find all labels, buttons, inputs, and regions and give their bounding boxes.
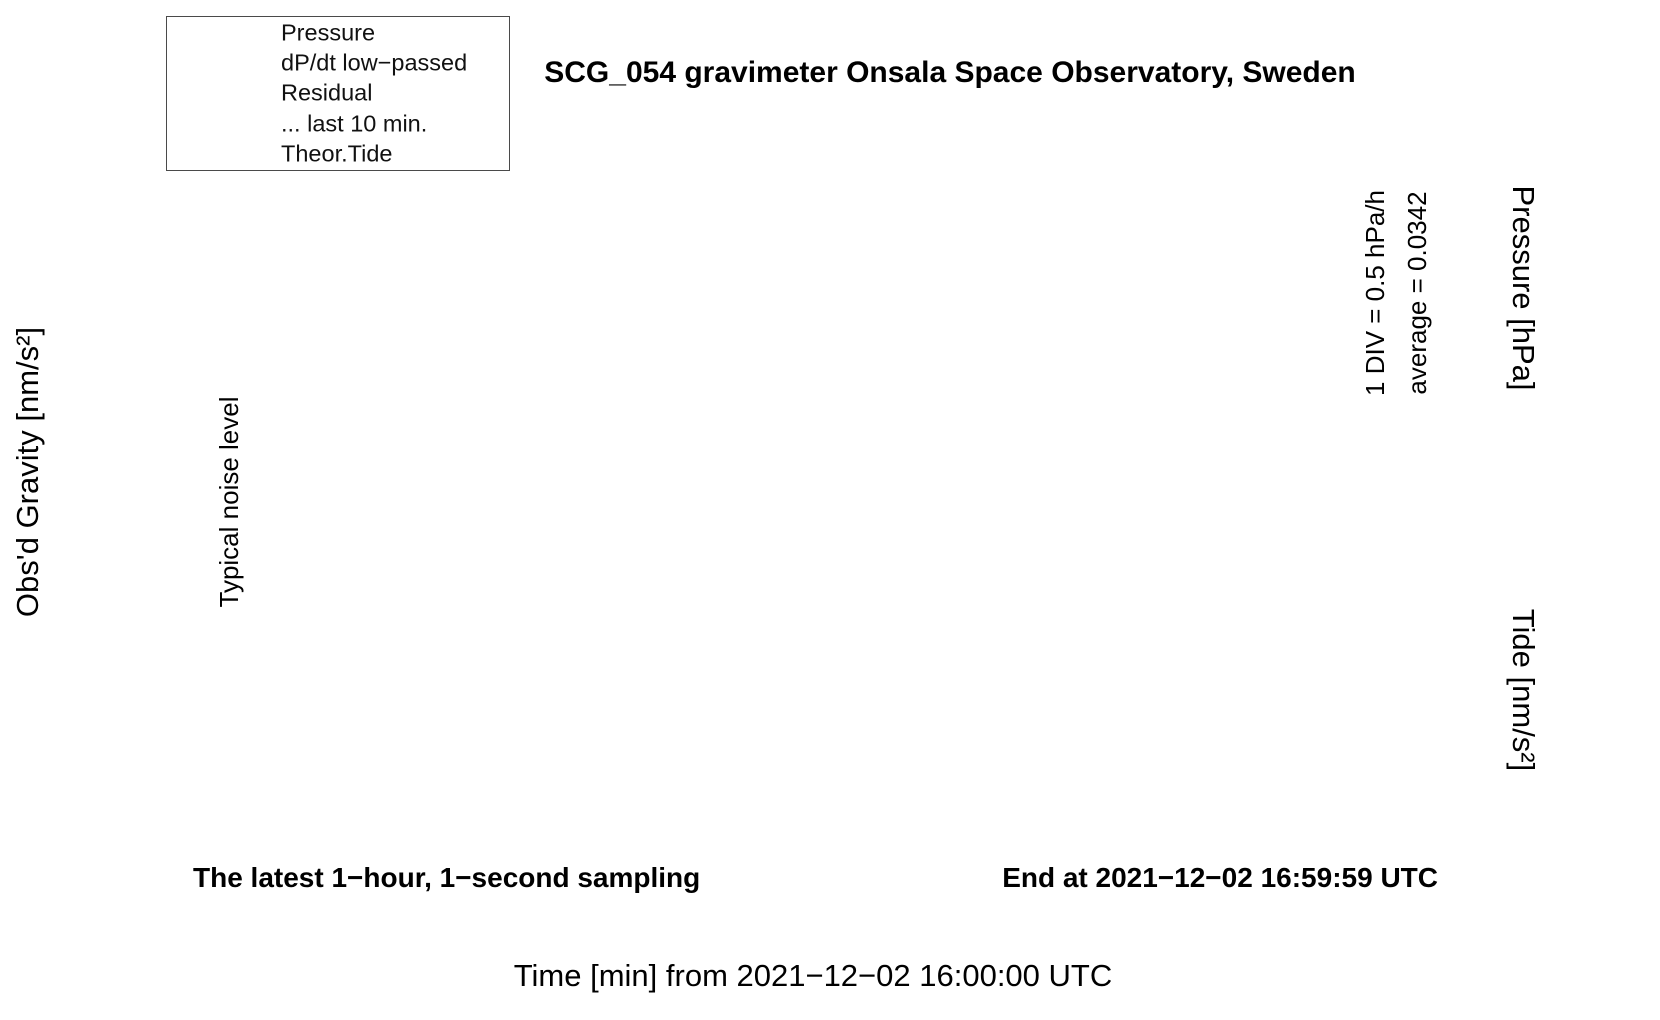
legend-item-label: ... last 10 min. xyxy=(281,110,428,137)
legend-row-residual: Residual xyxy=(167,79,509,108)
legend-item-label: Pressure xyxy=(281,19,376,46)
y-axis-label-pressure: Pressure [hPa] xyxy=(1506,185,1541,390)
legend-item-label: Residual xyxy=(281,79,373,106)
legend-row-theortide: Theor.Tide xyxy=(167,140,509,169)
average-note: average = 0.0342 xyxy=(1402,191,1432,394)
noise-level-label: Typical noise level xyxy=(214,397,244,608)
legend-dot-swatch xyxy=(226,86,240,100)
div-scale-note: 1 DIV = 0.5 hPa/h xyxy=(1360,190,1390,396)
legend-row-pressure: Pressure xyxy=(167,18,509,47)
sampling-note: The latest 1−hour, 1−second sampling xyxy=(193,862,700,893)
legend-row-last10: ... last 10 min. xyxy=(167,109,509,138)
y-axis-label-gravity: Obs'd Gravity [nm/s²] xyxy=(10,327,45,617)
chart-title: SCG_054 gravimeter Onsala Space Observat… xyxy=(544,56,1356,89)
legend-item-label: Theor.Tide xyxy=(281,140,393,167)
legend-dot-swatch xyxy=(226,56,240,70)
legend-dot-swatch xyxy=(226,117,240,131)
legend-row-dpdt: dP/dt low−passed xyxy=(167,49,509,78)
legend-dot-swatch xyxy=(226,26,240,40)
end-time-note: End at 2021−12−02 16:59:59 UTC xyxy=(1002,862,1438,893)
legend: Pressure dP/dt low−passed Residual ... l… xyxy=(166,16,510,171)
y-axis-label-tide: Tide [nm/s²] xyxy=(1506,609,1541,772)
legend-item-label: dP/dt low−passed xyxy=(281,49,468,76)
legend-dot-swatch xyxy=(226,147,240,161)
x-axis-label: Time [min] from 2021−12−02 16:00:00 UTC xyxy=(514,958,1113,993)
